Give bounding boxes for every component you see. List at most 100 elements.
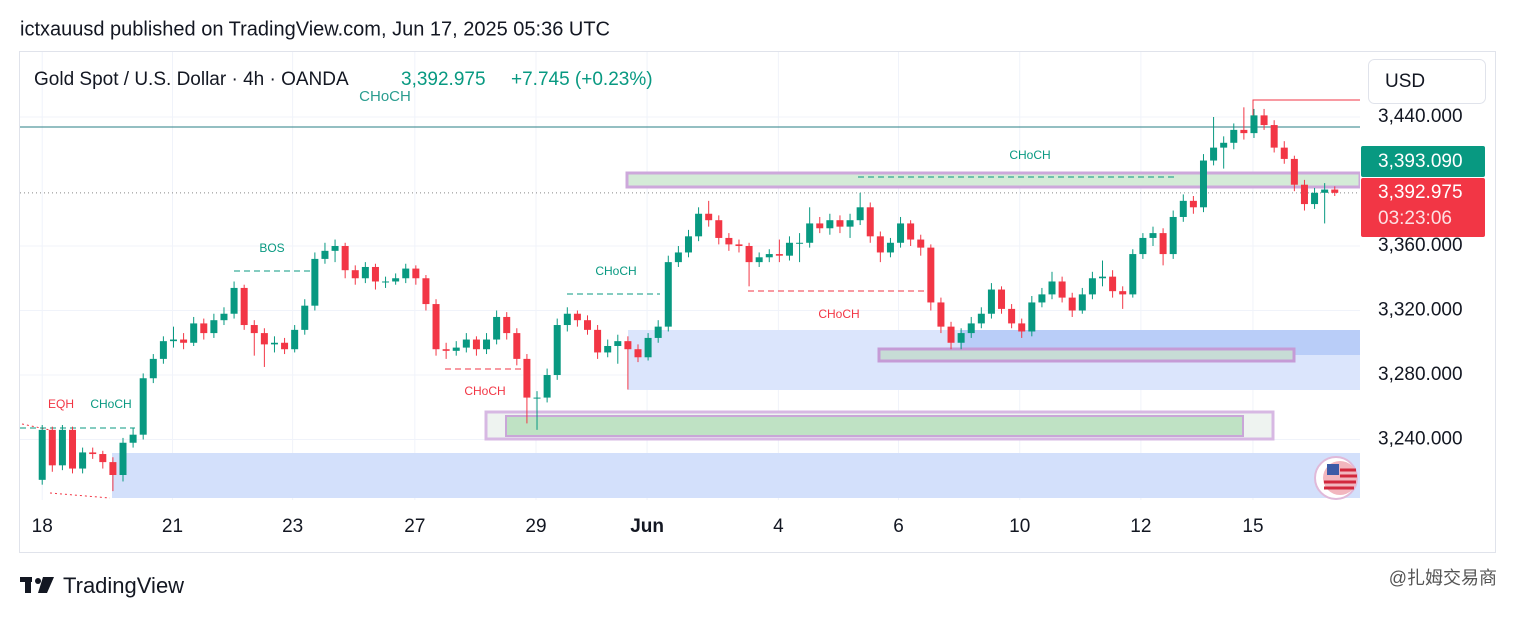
candle-body (89, 452, 97, 455)
level-line (1252, 99, 1360, 120)
annotation: CHoCH (1009, 148, 1050, 162)
candle-body (1078, 294, 1086, 311)
candle-body (856, 207, 864, 221)
y-tick-label: 3,440.000 (1378, 106, 1463, 127)
zone (877, 347, 1296, 363)
price-badge (1361, 178, 1485, 237)
candle-body (937, 302, 945, 327)
x-tick-label: 29 (525, 516, 546, 537)
candle-body (1129, 254, 1137, 295)
candle-body (1119, 291, 1127, 295)
candle-body (553, 325, 561, 376)
candle-body (1018, 323, 1026, 332)
zones (112, 171, 1362, 498)
symbol-title: Gold Spot / U.S. Dollar · 4h · OANDA (34, 69, 349, 90)
candle-body (493, 316, 501, 340)
y-axis: 3,440.000 3,360.000 3,320.000 3,280.000 3,24… (1378, 106, 1463, 450)
x-tick-label: 12 (1130, 516, 1151, 537)
candle-body (1250, 115, 1258, 134)
drawings (20, 99, 1360, 499)
candle-body (836, 220, 844, 227)
x-tick-label: 15 (1242, 516, 1263, 537)
zone (625, 171, 1362, 189)
candle-body (109, 462, 117, 476)
candle-body (432, 304, 440, 350)
candle-body (967, 323, 975, 334)
candle-body (1321, 189, 1329, 193)
candle-body (38, 429, 46, 480)
publish-line: ictxauusd published on TradingView.com, … (20, 18, 610, 40)
candle-body (907, 223, 915, 240)
candle-body (99, 454, 107, 463)
candle-body (129, 434, 137, 443)
candle-body (321, 250, 329, 259)
candle-body (634, 349, 642, 358)
candle-body (977, 313, 985, 324)
candle-body (119, 442, 127, 476)
candle-body (876, 236, 884, 253)
candle-body (1230, 129, 1238, 143)
candle-body (796, 242, 804, 244)
candle-body (1311, 192, 1319, 205)
candle-body (987, 289, 995, 314)
annotation: CHoCH (90, 397, 131, 411)
candle-body (351, 270, 359, 279)
tv-logo (20, 577, 54, 593)
candle-body (1109, 276, 1117, 292)
candle-body (1139, 237, 1147, 255)
candle-body (584, 320, 592, 330)
footer-brand: TradingView (63, 573, 184, 598)
candle-body (220, 313, 228, 321)
candle-body (1058, 281, 1066, 298)
candle-body (927, 247, 935, 303)
currency[interactable]: USD (1385, 71, 1425, 92)
candle-body (169, 339, 177, 342)
candle-body (412, 268, 420, 279)
candle-body (1220, 142, 1228, 148)
candle-body (523, 358, 531, 398)
candle-body (1280, 147, 1288, 159)
x-tick-label: 27 (404, 516, 425, 537)
candle-body (240, 287, 248, 326)
candle-body (705, 213, 713, 221)
zone (112, 453, 1360, 498)
header-price: 3,392.975 (401, 69, 486, 90)
candle-body (644, 337, 652, 358)
candle-body (422, 278, 430, 305)
annotation: CHoCH (595, 264, 636, 278)
candle-body (695, 213, 703, 237)
candle-body (1210, 147, 1218, 161)
candle-body (190, 323, 198, 343)
candle-body (533, 397, 541, 399)
annotations: CHoCH CHoCH BOS CHoCH CHoCH CHoCH EQH CHoCH (48, 88, 1051, 411)
flag-icon (1314, 456, 1358, 500)
candle-body (947, 326, 955, 343)
candle-body (563, 313, 571, 326)
y-tick-label: 3,280.000 (1378, 364, 1463, 385)
annotation: CHoCH (818, 307, 859, 321)
candle-body (270, 342, 278, 345)
candle-body (866, 207, 874, 237)
candle-body (503, 316, 511, 334)
currency-button[interactable] (1368, 59, 1486, 104)
candle-body (69, 429, 77, 469)
candle-body (917, 239, 925, 248)
candle-body (684, 236, 692, 253)
candle-body (260, 333, 268, 345)
candle-body (1270, 125, 1278, 148)
header-change: +7.745 (+0.23%) (511, 69, 653, 90)
candle-body (1189, 200, 1197, 208)
x-tick-label: Jun (630, 516, 664, 537)
annotation: EQH (48, 397, 74, 411)
candle-body (775, 254, 783, 256)
candle-body (1240, 129, 1248, 134)
x-tick-label: 18 (32, 516, 53, 537)
price-axis (1360, 52, 1495, 552)
candle-body (331, 246, 339, 251)
candle-body (1199, 160, 1207, 208)
candle-body (674, 252, 682, 263)
candle-body (785, 242, 793, 256)
candle-body (149, 358, 157, 379)
candle-body (180, 339, 188, 343)
candle-body (462, 339, 470, 348)
